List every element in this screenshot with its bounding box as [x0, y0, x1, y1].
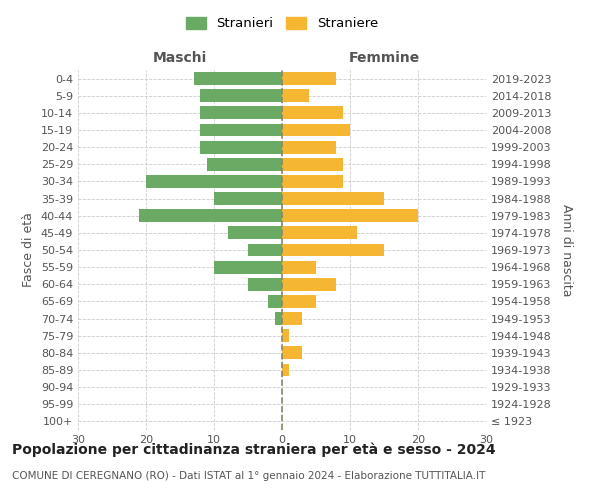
Bar	[214, 260, 282, 274]
Bar	[282, 192, 384, 205]
Text: Femmine: Femmine	[349, 51, 419, 65]
Bar	[268, 295, 282, 308]
Bar	[207, 158, 282, 170]
Bar	[275, 312, 282, 325]
Bar	[200, 106, 282, 120]
Bar	[282, 226, 357, 239]
Bar	[200, 124, 282, 136]
Bar	[282, 72, 337, 85]
Bar	[282, 158, 343, 170]
Bar	[248, 244, 282, 256]
Bar	[282, 260, 316, 274]
Bar	[282, 140, 337, 153]
Bar	[214, 192, 282, 205]
Bar	[282, 346, 302, 360]
Bar	[194, 72, 282, 85]
Bar	[282, 312, 302, 325]
Bar	[227, 226, 282, 239]
Bar	[200, 90, 282, 102]
Bar	[282, 124, 350, 136]
Bar	[200, 140, 282, 153]
Bar	[282, 330, 289, 342]
Text: Popolazione per cittadinanza straniera per età e sesso - 2024: Popolazione per cittadinanza straniera p…	[12, 442, 496, 457]
Legend: Stranieri, Straniere: Stranieri, Straniere	[181, 12, 383, 36]
Bar	[282, 244, 384, 256]
Text: COMUNE DI CEREGNANO (RO) - Dati ISTAT al 1° gennaio 2024 - Elaborazione TUTTITAL: COMUNE DI CEREGNANO (RO) - Dati ISTAT al…	[12, 471, 485, 481]
Bar	[282, 295, 316, 308]
Bar	[282, 210, 418, 222]
Bar	[282, 278, 337, 290]
Bar	[139, 210, 282, 222]
Bar	[282, 175, 343, 188]
Bar	[282, 90, 309, 102]
Text: Maschi: Maschi	[153, 51, 207, 65]
Bar	[146, 175, 282, 188]
Y-axis label: Fasce di età: Fasce di età	[22, 212, 35, 288]
Bar	[282, 106, 343, 120]
Bar	[248, 278, 282, 290]
Bar	[282, 364, 289, 376]
Y-axis label: Anni di nascita: Anni di nascita	[560, 204, 573, 296]
